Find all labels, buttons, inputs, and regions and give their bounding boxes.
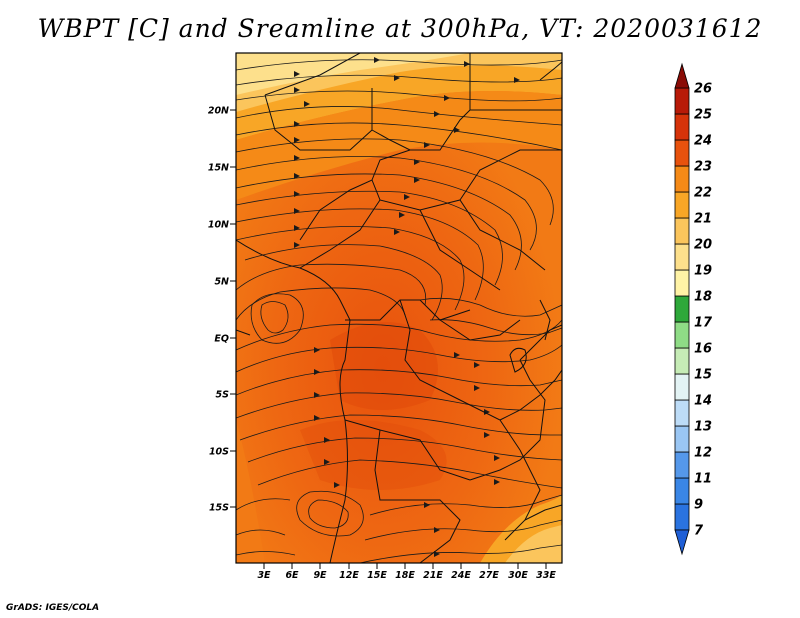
colorbar-box	[674, 399, 690, 427]
map-frame	[235, 52, 563, 564]
map-panel	[236, 53, 562, 563]
shade-west-edge	[236, 420, 265, 563]
colorbar-box	[674, 87, 690, 115]
political-borders	[236, 53, 562, 563]
streamlines	[236, 59, 562, 563]
lat-label: 5S	[216, 390, 230, 401]
colorbar-box	[674, 425, 690, 453]
colorbar-label: 15	[694, 368, 712, 383]
lon-label: 30E	[508, 570, 528, 581]
lon-label: 15E	[367, 570, 387, 581]
colorbar-box	[674, 217, 690, 245]
lon-label: 33E	[536, 570, 556, 581]
shade-24-core	[330, 322, 438, 410]
lon-label: 27E	[479, 570, 499, 581]
colorbar-label: 18	[694, 290, 712, 305]
colorbar-box	[674, 451, 690, 479]
latitude-axis: 20N 15N 10N 5N EQ 5S 10S 15S	[208, 106, 236, 514]
lon-label: 3E	[257, 570, 271, 581]
lat-label: 15S	[209, 503, 229, 514]
colorbar-box	[674, 477, 690, 505]
colorbar-label: 24	[694, 134, 712, 149]
colorbar-box	[674, 347, 690, 375]
lat-label: EQ	[214, 334, 229, 345]
colorbar-box	[674, 165, 690, 193]
colorbar-box	[674, 295, 690, 323]
streamline-arrows	[294, 57, 520, 557]
lon-label: 6E	[285, 570, 299, 581]
lat-label: 10N	[208, 220, 229, 231]
shade-20-se	[505, 525, 562, 563]
colorbar-box	[674, 503, 690, 531]
colorbar-label: 25	[694, 108, 712, 123]
colorbar-label: 14	[694, 394, 712, 409]
grads-credit: GrADS: IGES/COLA	[6, 603, 100, 613]
longitude-axis: 3E 6E 9E 12E 15E 18E 21E 24E 27E 30E 33E	[257, 563, 556, 581]
colorbar-box	[674, 139, 690, 167]
map-title: WBPT [C] and Sreamline at 300hPa, VT: 20…	[37, 14, 763, 43]
colorbar-label: 23	[694, 160, 712, 175]
colorbar-label: 20	[694, 238, 712, 253]
colorbar-label: 26	[694, 82, 712, 97]
colorbar-label: 16	[694, 342, 712, 357]
colorbar-max-triangle	[674, 62, 690, 89]
colorbar-box	[674, 373, 690, 401]
colorbar-label: 9	[694, 498, 703, 513]
colorbar-box	[674, 113, 690, 141]
colorbar-label: 13	[694, 420, 712, 435]
colorbar-label: 17	[694, 316, 713, 331]
colorbar-label: 19	[694, 264, 712, 279]
lon-label: 18E	[395, 570, 415, 581]
colorbar: 26 25 24 23 22 21 20 19 18 17 16 15 14 13 12 11 9 7	[674, 62, 713, 556]
lon-label: 12E	[339, 570, 359, 581]
colorbar-label: 7	[694, 524, 704, 539]
colorbar-label: 22	[694, 186, 712, 201]
colorbar-box	[674, 321, 690, 349]
lat-label: 10S	[209, 447, 229, 458]
lon-label: 24E	[451, 570, 471, 581]
shade-19	[236, 53, 470, 95]
lon-label: 9E	[313, 570, 327, 581]
lat-label: 20N	[208, 106, 229, 117]
colorbar-label: 12	[694, 446, 712, 461]
lon-label: 21E	[423, 570, 443, 581]
colorbar-min-triangle	[674, 529, 690, 556]
colorbar-label: 11	[694, 472, 712, 487]
colorbar-box	[674, 191, 690, 219]
colorbar-label: 21	[694, 212, 712, 227]
colorbar-box	[674, 269, 690, 297]
lat-label: 15N	[208, 163, 229, 174]
lat-label: 5N	[214, 277, 229, 288]
colorbar-box	[674, 243, 690, 271]
